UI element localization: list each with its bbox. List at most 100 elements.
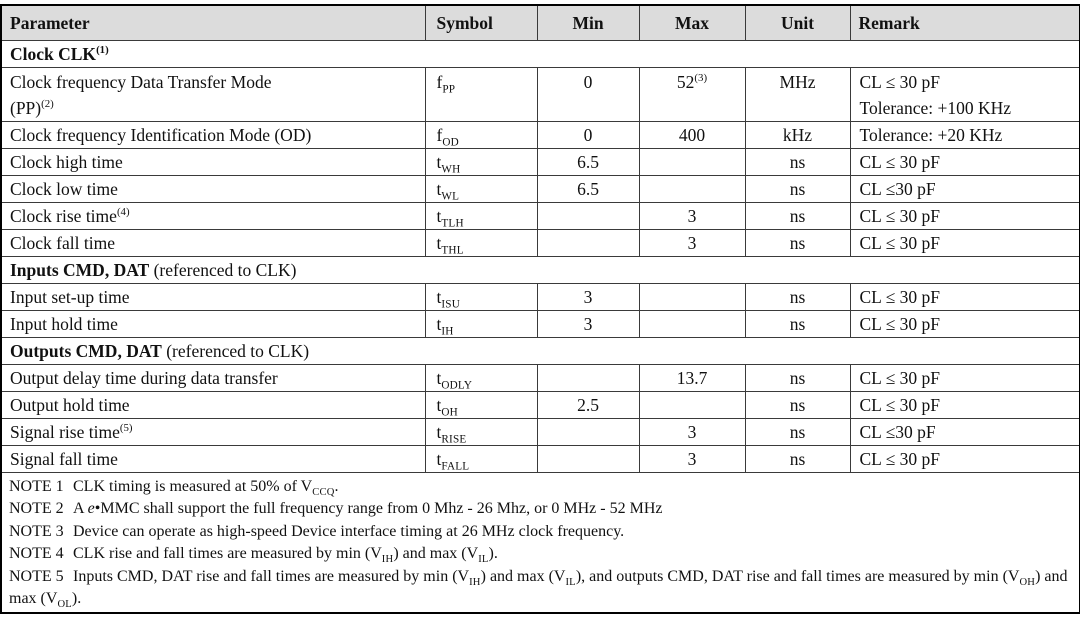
parameter-text: Input hold time [10,314,118,334]
cell-min [536,202,640,230]
cell-parameter: Clock rise time(4) [0,202,426,230]
cell-remark: CL ≤ 30 pF [849,202,1080,230]
max-value: 3 [687,422,697,442]
table-row: Input hold time tIH 3 ns CL ≤ 30 pF [0,310,1080,338]
cell-symbol: fOD [424,121,538,149]
parameter-text: Clock high time [10,152,123,172]
table-row: Output delay time during data transfer t… [0,364,1080,392]
table-row: Clock low time tWL 6.5 ns CL ≤30 pF [0,175,1080,203]
cell-max [638,148,746,176]
unit-value: ns [789,152,806,172]
note-label: NOTE 2 [9,500,64,518]
note-text: Device can operate as high-speed Device … [73,522,625,540]
parameter-text: Signal rise time [10,422,120,442]
note-label: NOTE 1 [9,478,64,495]
cell-remark: CL ≤ 30 pF [849,364,1080,392]
note-5: NOTE 5 Inputs CMD, DAT rise and fall time… [9,566,1071,611]
cell-remark: CL ≤ 30 pF [849,445,1080,473]
max-value: 13.7 [676,368,708,388]
unit-value: ns [789,233,806,253]
note-subscript: IL [478,554,489,566]
remark-text: CL ≤ 30 pF [859,368,940,388]
symbol-base: f [436,125,443,145]
cell-symbol: tWH [424,148,538,176]
note-subscript: IH [469,576,481,588]
symbol-base: t [436,287,442,307]
note-text: ), and outputs CMD, DAT rise and fall ti… [575,567,1020,585]
cell-symbol: tOH [424,391,538,419]
cell-min [536,418,640,446]
column-header-max: Max [638,4,746,41]
parameter-text: Clock frequency Data Transfer Mode [10,72,272,92]
notes-row: NOTE 1 CLK timing is measured at 50% of V… [0,472,1080,614]
note-4: NOTE 4 CLK rise and fall times are measur… [9,543,1071,565]
cell-remark: CL ≤30 pF [849,418,1080,446]
table-row: Clock frequency Data Transfer Mode (PP)(2… [0,67,1080,122]
parameter-text: Output hold time [10,395,130,415]
cell-max: 52(3) [638,67,746,122]
note-subscript: IH [381,554,394,566]
symbol-base: t [436,179,442,199]
table-row: Clock fall time tTHL 3 ns CL ≤ 30 pF [0,229,1080,257]
min-value: 3 [583,287,593,307]
column-header-unit: Unit [744,4,851,41]
unit-value: ns [789,314,806,334]
footnote-marker: (2) [41,98,54,111]
cell-symbol: tWL [424,175,538,203]
note-subscript: IL [565,576,576,588]
max-value: 400 [678,125,706,145]
table-row: Clock high time tWH 6.5 ns CL ≤ 30 pF [0,148,1080,176]
table-row: Clock frequency Identification Mode (OD)… [0,121,1080,149]
cell-unit: ns [744,148,851,176]
remark-text: CL ≤ 30 pF [859,152,940,172]
note-subscript: OH [1019,576,1036,588]
section-title: Clock CLK(1) [0,40,1080,68]
cell-max: 3 [638,229,746,257]
cell-parameter: Output hold time [0,391,426,419]
column-header-symbol: Symbol [424,4,538,41]
cell-max: 3 [638,202,746,230]
symbol-subscript: TLH [441,217,464,230]
cell-parameter: Output delay time during data transfer [0,364,426,392]
cell-max: 400 [638,121,746,149]
cell-unit: ns [744,391,851,419]
cell-min: 3 [536,283,640,311]
unit-value: ns [789,206,806,226]
cell-remark: CL ≤ 30 pF [849,229,1080,257]
cell-min [536,229,640,257]
symbol-base: t [436,152,442,172]
section-title: Inputs CMD, DAT (referenced to CLK) [0,256,1080,284]
min-value: 6.5 [577,152,599,172]
cell-unit: ns [744,202,851,230]
column-header-min: Min [536,4,640,41]
unit-value: ns [789,368,806,388]
min-value: 0 [583,125,593,145]
cell-unit: ns [744,310,851,338]
table-row: Signal rise time(5) tRISE 3 ns CL ≤30 pF [0,418,1080,446]
table-header: Parameter Symbol Min Max Unit Remark [0,4,1080,41]
remark-text: CL ≤ 30 pF [859,233,940,253]
cell-symbol: tIH [424,310,538,338]
remark-text: CL ≤ 30 pF [859,72,940,92]
symbol-base: t [436,395,442,415]
section-title-bold: Clock CLK(1) [10,44,109,64]
remark-text: Tolerance: +20 KHz [859,125,1003,145]
section-title-rest: (referenced to CLK) [149,260,297,280]
unit-value: kHz [782,125,813,145]
symbol-subscript: OD [442,136,459,149]
symbol-subscript: PP [442,83,456,96]
symbol-subscript: ISU [441,298,461,311]
cell-unit: ns [744,364,851,392]
cell-parameter: Input set-up time [0,283,426,311]
cell-symbol: tODLY [424,364,538,392]
column-header-remark: Remark [849,4,1080,41]
symbol-base: t [436,233,442,253]
note-text: ) and max (V [480,567,566,585]
section-row-inputs: Inputs CMD, DAT (referenced to CLK) [0,256,1080,284]
cell-max [638,175,746,203]
max-value: 3 [687,233,697,253]
note-text: Inputs CMD, DAT rise and fall times are … [73,567,470,585]
note-text: CLK timing is measured at 50% of V [73,478,313,495]
remark-text-line2: Tolerance: +100 KHz [859,98,1012,118]
